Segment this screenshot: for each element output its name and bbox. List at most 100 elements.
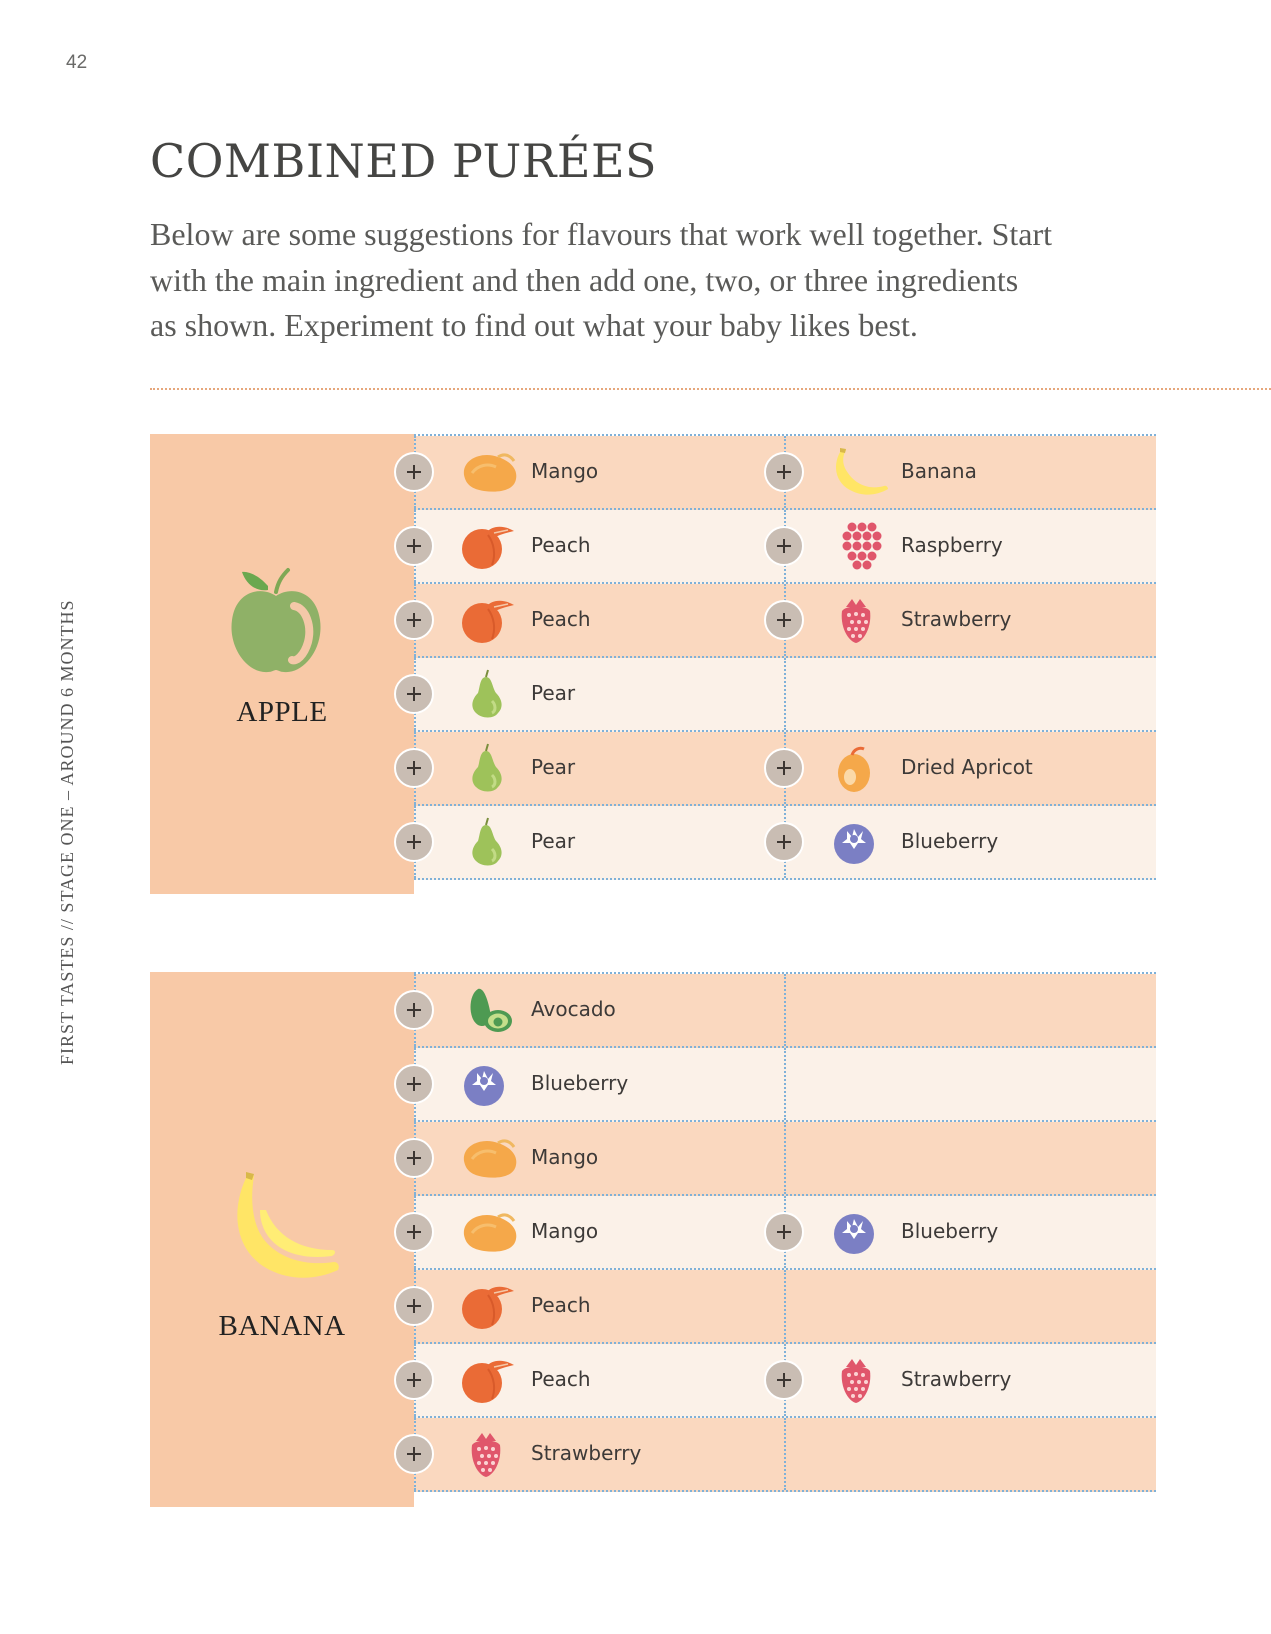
- peach-icon: [458, 1281, 520, 1331]
- plus-icon: [764, 526, 804, 566]
- apple-icon: [231, 568, 321, 673]
- ingredient-label: Pear: [531, 755, 576, 779]
- main-ingredient-cell: BANANA: [150, 972, 414, 1507]
- combination-row: Strawberry: [394, 1418, 1156, 1492]
- raspberry-icon: [828, 521, 890, 571]
- ingredient-cell: Peach: [394, 584, 784, 656]
- plus-icon: [394, 1360, 434, 1400]
- column-divider: [784, 1270, 786, 1342]
- main-ingredient-label: APPLE: [236, 696, 328, 728]
- ingredient-label: Peach: [531, 1293, 591, 1317]
- ingredient-cell: Mango: [394, 436, 784, 508]
- strawberry-icon: [458, 1429, 520, 1479]
- ingredient-label: Peach: [531, 1367, 591, 1391]
- combination-row: Peach Strawberry: [394, 1344, 1156, 1418]
- ingredient-label: Blueberry: [531, 1071, 629, 1095]
- banana-combination-table: BANANA Avocado Blueberry Mango Mango Blueber…: [150, 972, 1156, 1507]
- column-divider: [784, 658, 786, 730]
- pear-icon: [458, 817, 520, 867]
- pear-icon: [458, 669, 520, 719]
- ingredient-cell: Pear: [394, 658, 784, 730]
- peach-icon: [458, 521, 520, 571]
- running-head: FIRST TASTES // STAGE ONE – AROUND 6 MON…: [57, 599, 77, 1066]
- pear-icon: [458, 743, 520, 793]
- ingredient-label: Strawberry: [901, 1367, 1012, 1391]
- intro-line: Below are some suggestions for flavours …: [150, 216, 1053, 252]
- ingredient-cell: Mango: [394, 1122, 784, 1194]
- plus-icon: [394, 1286, 434, 1326]
- page-number: 42: [66, 52, 88, 73]
- peach-icon: [458, 595, 520, 645]
- mango-icon: [458, 1207, 520, 1257]
- ingredient-label: Mango: [531, 1145, 599, 1169]
- blueberry-icon: [458, 1059, 520, 1109]
- ingredient-label: Peach: [531, 607, 591, 631]
- apple-combination-table: APPLE Mango Banana Peach Raspberry Peach Stra…: [150, 434, 1156, 894]
- column-divider: [784, 974, 786, 1046]
- ingredient-cell: Strawberry: [764, 1344, 1154, 1416]
- ingredient-cell: Blueberry: [764, 806, 1154, 878]
- ingredient-cell: Mango: [394, 1196, 784, 1268]
- ingredient-cell: Pear: [394, 732, 784, 804]
- combination-row: Mango Banana: [394, 436, 1156, 510]
- combination-row: Mango Blueberry: [394, 1196, 1156, 1270]
- plus-icon: [394, 526, 434, 566]
- strawberry-icon: [828, 595, 890, 645]
- mango-icon: [458, 1133, 520, 1183]
- ingredient-cell: Banana: [764, 436, 1154, 508]
- ingredient-cell: Dried Apricot: [764, 732, 1154, 804]
- plus-icon: [394, 1434, 434, 1474]
- ingredient-label: Raspberry: [901, 533, 1003, 557]
- plus-icon: [764, 1360, 804, 1400]
- combination-row: Pear Dried Apricot: [394, 732, 1156, 806]
- combination-row: Blueberry: [394, 1048, 1156, 1122]
- column-divider: [784, 1418, 786, 1490]
- ingredient-label: Pear: [531, 681, 576, 705]
- combination-row: Avocado: [394, 974, 1156, 1048]
- ingredient-cell: Blueberry: [394, 1048, 784, 1120]
- ingredient-label: Peach: [531, 533, 591, 557]
- plus-icon: [394, 452, 434, 492]
- ingredient-cell: Peach: [394, 1270, 784, 1342]
- mango-icon: [458, 447, 520, 497]
- ingredient-label: Strawberry: [901, 607, 1012, 631]
- ingredient-cell: Avocado: [394, 974, 784, 1046]
- ingredient-cell: Strawberry: [764, 584, 1154, 656]
- main-ingredient-label: BANANA: [218, 1310, 346, 1342]
- plus-icon: [764, 452, 804, 492]
- main-ingredient-cell: APPLE: [150, 434, 414, 894]
- ingredient-cell: Peach: [394, 510, 784, 582]
- banana-icon: [237, 1172, 339, 1278]
- ingredient-cell: Strawberry: [394, 1418, 784, 1490]
- blueberry-icon: [828, 1207, 890, 1257]
- plus-icon: [764, 748, 804, 788]
- combination-row: Mango: [394, 1122, 1156, 1196]
- ingredient-label: Blueberry: [901, 1219, 999, 1243]
- column-divider: [784, 1048, 786, 1120]
- plus-icon: [394, 1064, 434, 1104]
- plus-icon: [764, 822, 804, 862]
- ingredient-cell: Blueberry: [764, 1196, 1154, 1268]
- plus-icon: [394, 1212, 434, 1252]
- intro-line: with the main ingredient and then add on…: [150, 261, 1019, 298]
- combination-rows: Mango Banana Peach Raspberry Peach Strawberry…: [394, 434, 1156, 894]
- plus-icon: [394, 822, 434, 862]
- ingredient-label: Pear: [531, 829, 576, 853]
- ingredient-label: Blueberry: [901, 829, 999, 853]
- ingredient-label: Strawberry: [531, 1441, 642, 1465]
- intro-paragraph: Below are some suggestions for flavours …: [150, 212, 1110, 349]
- intro-line: as shown. Experiment to find out what yo…: [150, 307, 918, 343]
- ingredient-cell: Peach: [394, 1344, 784, 1416]
- combination-row: Pear: [394, 658, 1156, 732]
- plus-icon: [394, 1138, 434, 1178]
- ingredient-label: Dried Apricot: [901, 755, 1033, 779]
- banana-icon: [828, 447, 890, 497]
- combination-row: Peach Raspberry: [394, 510, 1156, 584]
- plus-icon: [394, 600, 434, 640]
- ingredient-label: Mango: [531, 459, 599, 483]
- plus-icon: [764, 1212, 804, 1252]
- plus-icon: [394, 990, 434, 1030]
- combination-rows: Avocado Blueberry Mango Mango Blueberry Peach…: [394, 972, 1156, 1507]
- combination-row: Pear Blueberry: [394, 806, 1156, 880]
- plus-icon: [394, 748, 434, 788]
